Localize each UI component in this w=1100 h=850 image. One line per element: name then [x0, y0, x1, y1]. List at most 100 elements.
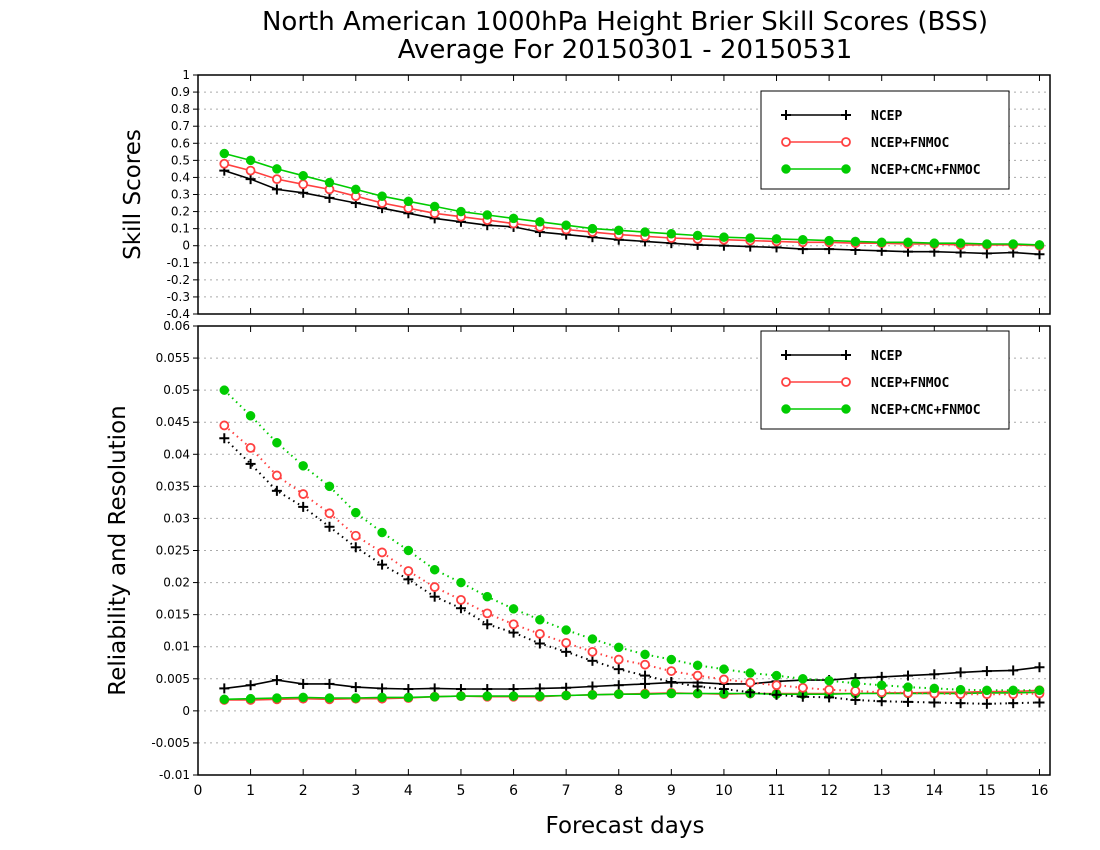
data-point-filled-circle — [324, 481, 335, 492]
legend-label: NCEP+CMC+FNMOC — [871, 403, 981, 418]
series-ncep-fnmoc-resolution — [219, 420, 1045, 700]
data-point-filled-circle — [377, 692, 387, 703]
y-axis-label: Reliability and Resolution — [105, 405, 131, 695]
data-point-plus — [429, 683, 440, 694]
data-point-filled-circle — [771, 234, 782, 244]
y-tick-label: 0.04 — [163, 447, 190, 461]
data-point-plus — [324, 521, 335, 532]
data-point-plus — [771, 689, 782, 700]
x-tick-label: 5 — [457, 783, 466, 799]
data-point-plus — [1008, 698, 1019, 709]
data-point-filled-circle — [1008, 685, 1018, 696]
data-point-open-circle — [850, 686, 861, 696]
x-tick-label: 12 — [820, 783, 838, 799]
y-tick-label: 0 — [182, 239, 190, 253]
series-ncep — [219, 165, 1045, 260]
data-point-plus — [587, 681, 598, 692]
series-ncep-resolution — [219, 433, 1045, 709]
data-point-open-circle — [781, 377, 791, 387]
data-point-filled-circle — [587, 634, 598, 644]
y-tick-label: 0.06 — [163, 319, 190, 333]
data-point-plus — [718, 684, 729, 695]
data-point-filled-circle — [587, 223, 598, 234]
data-point-filled-circle — [692, 230, 703, 241]
data-point-filled-circle — [482, 691, 493, 701]
legend-item: NCEP+FNMOC — [781, 136, 949, 151]
data-point-filled-circle — [245, 693, 256, 704]
data-point-plus — [841, 110, 851, 120]
y-tick-label: 0.7 — [171, 119, 190, 133]
y-tick-label: 1 — [182, 68, 190, 82]
chart-subtitle: Average For 20150301 - 20150531 — [398, 35, 853, 65]
data-point-open-circle — [350, 530, 361, 541]
data-point-open-circle — [666, 666, 677, 676]
data-point-filled-circle — [482, 210, 493, 220]
data-point-filled-circle — [613, 225, 624, 236]
data-point-open-circle — [508, 619, 519, 630]
x-tick-label: 10 — [715, 783, 733, 799]
data-point-filled-circle — [692, 660, 703, 671]
data-point-filled-circle — [955, 238, 966, 248]
data-point-filled-circle — [272, 437, 282, 448]
data-point-open-circle — [640, 659, 650, 670]
data-point-filled-circle — [535, 217, 545, 227]
data-point-plus — [850, 694, 861, 705]
data-point-filled-circle — [482, 591, 493, 602]
data-point-filled-circle — [824, 235, 834, 246]
data-point-plus — [587, 655, 598, 666]
data-point-filled-circle — [245, 411, 256, 421]
data-point-filled-circle — [666, 229, 677, 239]
data-point-filled-circle — [1034, 685, 1045, 696]
data-point-filled-circle — [219, 148, 230, 159]
data-point-plus — [429, 591, 440, 602]
data-point-open-circle — [456, 594, 466, 605]
y-tick-label: 0.045 — [156, 415, 190, 429]
data-point-filled-circle — [535, 691, 545, 701]
data-point-filled-circle — [903, 237, 913, 248]
data-point-filled-circle — [535, 615, 545, 625]
data-point-plus — [666, 676, 677, 687]
data-point-plus — [298, 187, 309, 198]
y-tick-label: 0.025 — [156, 544, 190, 558]
data-point-plus — [640, 678, 651, 689]
data-point-open-circle — [245, 165, 256, 176]
data-point-filled-circle — [351, 693, 361, 703]
data-point-open-circle — [271, 174, 282, 185]
data-point-filled-circle — [351, 507, 361, 518]
data-point-filled-circle — [403, 545, 414, 556]
data-point-plus — [298, 501, 309, 512]
data-point-open-circle — [324, 508, 335, 519]
data-point-filled-circle — [587, 690, 598, 700]
data-point-plus — [403, 684, 414, 695]
data-point-filled-circle — [850, 236, 861, 247]
data-point-plus — [797, 691, 808, 702]
data-point-plus — [640, 670, 651, 681]
data-point-filled-circle — [456, 577, 466, 588]
legend-label: NCEP+FNMOC — [871, 376, 949, 391]
data-point-open-circle — [534, 628, 545, 639]
y-tick-label: 0.005 — [156, 672, 190, 686]
y-tick-label: -0.005 — [151, 736, 190, 750]
x-tick-label: 8 — [614, 783, 623, 799]
y-tick-label: 0.03 — [163, 511, 190, 525]
data-point-plus — [1034, 697, 1045, 708]
data-point-filled-circle — [982, 685, 992, 696]
data-point-plus — [377, 559, 388, 570]
data-point-plus — [482, 619, 493, 630]
data-point-filled-circle — [666, 654, 677, 665]
data-point-open-circle — [377, 547, 387, 558]
series-line — [224, 666, 1040, 690]
y-tick-label: -0.3 — [167, 290, 190, 304]
chart-title: North American 1000hPa Height Brier Skil… — [262, 7, 988, 37]
data-point-plus — [508, 627, 519, 638]
data-point-filled-circle — [245, 155, 256, 166]
data-point-filled-circle — [219, 694, 230, 705]
data-point-filled-circle — [719, 664, 729, 674]
data-point-filled-circle — [719, 232, 729, 242]
data-point-open-circle — [613, 654, 624, 665]
legend-item: NCEP+CMC+FNMOC — [781, 403, 981, 418]
data-point-filled-circle — [613, 642, 624, 653]
data-point-open-circle — [797, 682, 808, 693]
data-point-filled-circle — [272, 693, 282, 703]
